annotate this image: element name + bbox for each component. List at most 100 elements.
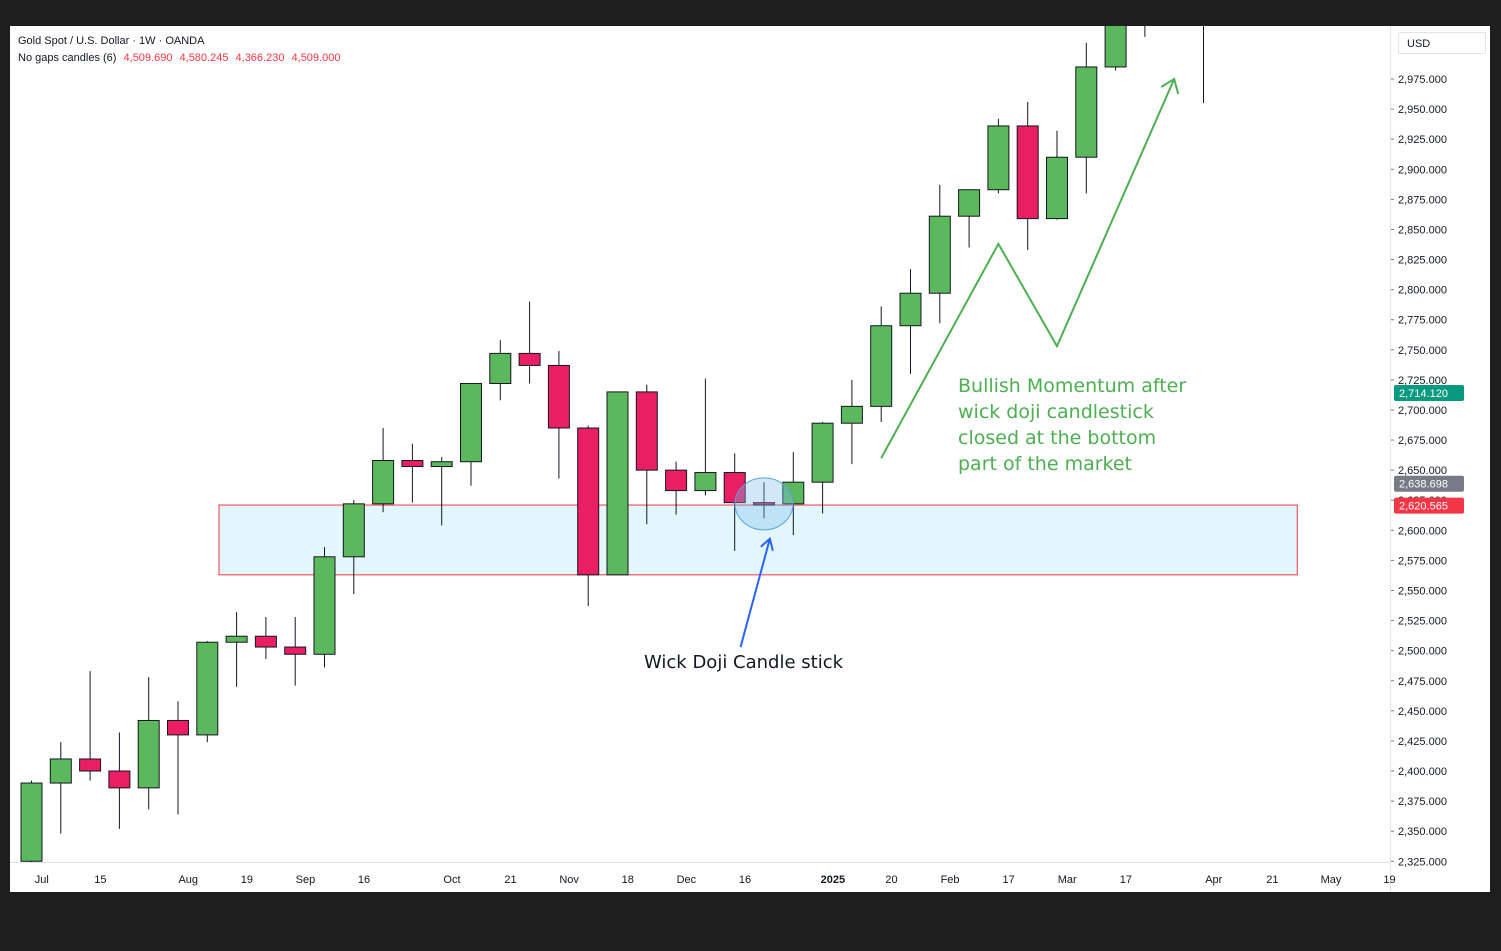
price-tag[interactable]: 2,638.698 xyxy=(1394,475,1464,492)
x-tick-label: Jul xyxy=(35,874,49,886)
candle[interactable] xyxy=(958,189,981,248)
bullish-annotation-line: Bullish Momentum after xyxy=(958,375,1186,397)
candle[interactable] xyxy=(254,616,277,660)
x-tick-label: May xyxy=(1321,874,1342,886)
candle[interactable] xyxy=(1016,101,1039,250)
candle-body xyxy=(167,719,189,736)
x-tick-label: 19 xyxy=(241,874,253,886)
candle[interactable] xyxy=(518,301,541,384)
y-tick-label: 2,550.000 xyxy=(1398,585,1447,597)
candle-body xyxy=(342,503,365,558)
price-tag-label: 2,714.120 xyxy=(1399,388,1448,400)
candle-body xyxy=(606,391,629,576)
candle[interactable] xyxy=(547,350,570,479)
candle[interactable] xyxy=(20,780,43,865)
candle[interactable] xyxy=(167,701,189,815)
price-chart[interactable]: Bullish Momentum after wick doji candlest… xyxy=(10,26,1490,892)
y-tick-label: 2,525.000 xyxy=(1398,616,1447,628)
indicator-close: 4,509.000 xyxy=(291,52,341,64)
candle-body xyxy=(1046,156,1068,220)
price-tag-bg xyxy=(1394,475,1464,492)
y-tick-label: 2,600.000 xyxy=(1398,525,1447,537)
symbol-legend[interactable]: Gold Spot / U.S. Dollar · 1W · OANDA xyxy=(18,35,204,47)
candle[interactable] xyxy=(987,118,1010,194)
candle[interactable] xyxy=(401,443,424,503)
candle[interactable] xyxy=(665,461,688,515)
candle[interactable] xyxy=(753,482,775,519)
candle[interactable] xyxy=(782,452,805,536)
candle[interactable] xyxy=(460,382,482,486)
y-tick-label: 2,425.000 xyxy=(1398,736,1447,748)
y-tick-label: 2,350.000 xyxy=(1398,826,1447,838)
candle[interactable] xyxy=(840,379,863,465)
price-tag[interactable]: 2,620.565 xyxy=(1394,497,1464,514)
candle[interactable] xyxy=(372,428,395,513)
candle[interactable] xyxy=(1134,26,1155,37)
candle-body xyxy=(753,502,775,506)
candle[interactable] xyxy=(694,378,717,496)
candle-body xyxy=(79,758,102,772)
currency-selector[interactable]: USD xyxy=(1398,32,1486,54)
candle[interactable] xyxy=(284,616,307,686)
candle[interactable] xyxy=(899,269,922,374)
candle-body xyxy=(987,125,1010,191)
candle[interactable] xyxy=(313,547,336,668)
x-tick-label: Sep xyxy=(296,874,316,886)
candle-body xyxy=(20,782,43,862)
candle[interactable] xyxy=(196,641,219,743)
candle[interactable] xyxy=(49,742,72,834)
candle-body xyxy=(137,719,160,789)
indicator-low: 4,366.230 xyxy=(235,52,285,64)
candle[interactable] xyxy=(635,384,658,525)
chart-frame: Bullish Momentum after wick doji candlest… xyxy=(10,26,1490,892)
x-tick-label: Oct xyxy=(443,874,460,886)
y-tick-label: 2,700.000 xyxy=(1398,405,1447,417)
candle-body xyxy=(518,352,541,366)
candle-body xyxy=(1104,26,1127,68)
candle[interactable] xyxy=(606,391,629,576)
candle-body xyxy=(694,472,717,492)
bullish-annotation-line: closed at the bottom xyxy=(958,427,1156,449)
y-tick-label: 2,325.000 xyxy=(1398,856,1447,868)
candle[interactable] xyxy=(137,677,160,810)
price-tag[interactable]: 2,714.120 xyxy=(1394,384,1464,401)
candle[interactable] xyxy=(430,456,453,526)
candle[interactable] xyxy=(79,671,102,781)
candle[interactable] xyxy=(225,612,248,687)
support-zone[interactable] xyxy=(218,504,1298,576)
bullish-zigzag-path xyxy=(880,78,1176,459)
indicator-open: 4,509.690 xyxy=(123,52,173,64)
candle[interactable] xyxy=(108,732,131,829)
y-tick-label: 2,900.000 xyxy=(1398,164,1447,176)
candle[interactable] xyxy=(870,306,893,422)
x-tick-label: Nov xyxy=(559,874,579,886)
indicator-legend[interactable]: No gaps candles (6) 4,509.690 4,580.245 … xyxy=(18,52,340,64)
candle[interactable] xyxy=(1193,26,1214,104)
candle-body xyxy=(49,758,72,784)
candle-body xyxy=(489,352,512,384)
y-tick-label: 2,975.000 xyxy=(1398,74,1447,86)
candle[interactable] xyxy=(342,500,365,595)
candle-body xyxy=(870,325,893,407)
candle-body xyxy=(254,635,277,648)
x-tick-label: 17 xyxy=(1120,874,1132,886)
candle-body xyxy=(635,391,658,471)
x-tick-label: 16 xyxy=(739,874,751,886)
candle[interactable] xyxy=(1075,42,1098,194)
candle[interactable] xyxy=(811,421,834,514)
doji-highlight-circle xyxy=(734,477,794,531)
y-tick-label: 2,825.000 xyxy=(1398,255,1447,267)
candle-body xyxy=(372,460,395,505)
y-tick-label: 2,375.000 xyxy=(1398,796,1447,808)
candle[interactable] xyxy=(928,184,951,324)
candle[interactable] xyxy=(577,425,600,607)
candle-body xyxy=(811,422,834,483)
candle[interactable] xyxy=(1104,26,1127,71)
candle-body xyxy=(225,635,248,643)
candle-body xyxy=(899,292,922,327)
x-tick-label: Mar xyxy=(1058,874,1077,886)
x-tick-label: 20 xyxy=(885,874,897,886)
candle[interactable] xyxy=(1046,130,1068,220)
candle[interactable] xyxy=(489,340,512,401)
y-tick-label: 2,575.000 xyxy=(1398,555,1447,567)
